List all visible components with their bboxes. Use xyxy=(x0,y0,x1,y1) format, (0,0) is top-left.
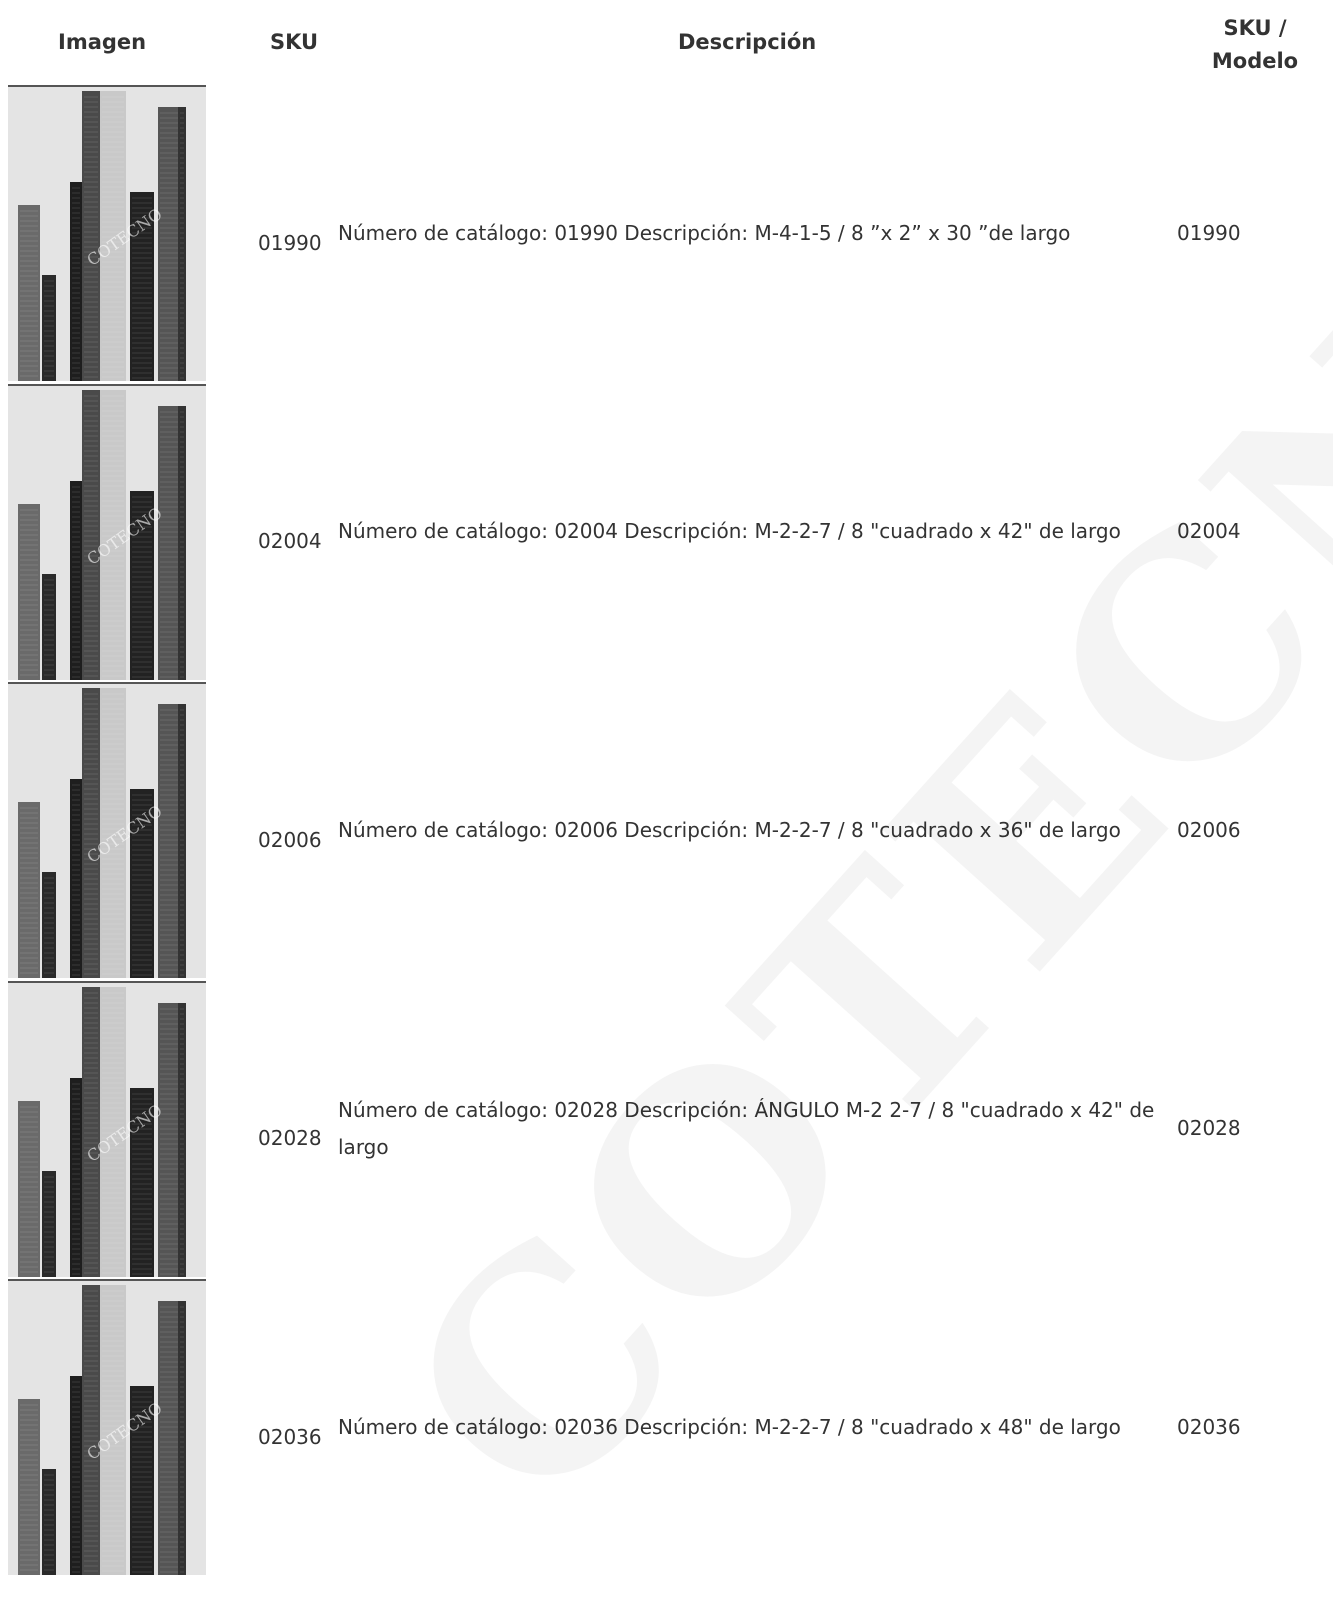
photo-bar xyxy=(42,573,56,680)
photo-bar xyxy=(82,389,100,680)
photo-bar xyxy=(82,91,100,381)
photo-bar xyxy=(130,490,154,680)
photo-bar xyxy=(178,405,186,680)
photo-bar xyxy=(100,1285,126,1575)
sku: 02028 xyxy=(258,1126,322,1150)
photo-bar xyxy=(178,1002,186,1277)
photo-bar xyxy=(70,1376,82,1575)
photo-bar xyxy=(42,872,56,978)
photo-bar xyxy=(70,1077,82,1277)
sku: 02006 xyxy=(258,827,322,852)
product-image: COTECNO xyxy=(8,682,206,980)
description: Número de catálogo: 01990 Descripción: M… xyxy=(338,220,1071,245)
model: 01990 xyxy=(1177,220,1241,245)
sku: 01990 xyxy=(258,230,322,255)
model: 02004 xyxy=(1177,519,1241,543)
sku: 02036 xyxy=(258,1424,322,1449)
product-photo: COTECNO xyxy=(8,87,206,381)
photo-bar xyxy=(82,1285,100,1575)
photo-bar xyxy=(100,389,126,680)
photo-bar xyxy=(130,789,154,978)
photo-bar xyxy=(42,1469,56,1575)
header-model: SKU / Modelo xyxy=(1211,16,1299,73)
product-image: COTECNO xyxy=(8,383,206,682)
photo-bar xyxy=(82,688,100,978)
description: Número de catálogo: 02004 Descripción: M… xyxy=(338,519,1121,543)
header-sku: SKU xyxy=(270,30,319,54)
product-image: COTECNO xyxy=(8,980,206,1279)
photo-bar xyxy=(130,1087,154,1277)
photo-bar xyxy=(82,986,100,1277)
photo-bar xyxy=(18,503,40,680)
photo-bar xyxy=(18,1100,40,1277)
description: Número de catálogo: 02028 Descripción: Á… xyxy=(338,1097,1155,1159)
photo-bar xyxy=(100,986,126,1277)
description: Número de catálogo: 02036 Descripción: M… xyxy=(338,1414,1121,1439)
product-image: COTECNO xyxy=(8,1279,206,1577)
photo-bar xyxy=(70,182,82,381)
header-image: Imagen xyxy=(58,30,147,54)
photo-bar xyxy=(18,1399,40,1575)
model: 02006 xyxy=(1177,817,1241,842)
product-photo: COTECNO xyxy=(8,385,206,680)
model: 02036 xyxy=(1177,1414,1241,1439)
header-description: Descripción xyxy=(678,30,817,54)
photo-bar xyxy=(42,275,56,381)
description: Número de catálogo: 02006 Descripción: M… xyxy=(338,817,1121,842)
photo-bar xyxy=(18,205,40,381)
photo-bar xyxy=(100,688,126,978)
photo-bar xyxy=(130,192,154,381)
product-photo: COTECNO xyxy=(8,1281,206,1575)
photo-bar xyxy=(70,480,82,680)
photo-bar xyxy=(130,1386,154,1575)
product-photo: COTECNO xyxy=(8,982,206,1277)
photo-bar xyxy=(178,107,186,381)
sku: 02004 xyxy=(258,529,322,553)
photo-bar xyxy=(18,802,40,978)
model: 02028 xyxy=(1177,1116,1241,1140)
photo-bar xyxy=(70,779,82,978)
photo-bar xyxy=(42,1170,56,1277)
product-image: COTECNO xyxy=(8,85,206,383)
photo-bar xyxy=(178,1301,186,1575)
product-photo: COTECNO xyxy=(8,684,206,978)
photo-bar xyxy=(100,91,126,381)
photo-bar xyxy=(178,704,186,978)
